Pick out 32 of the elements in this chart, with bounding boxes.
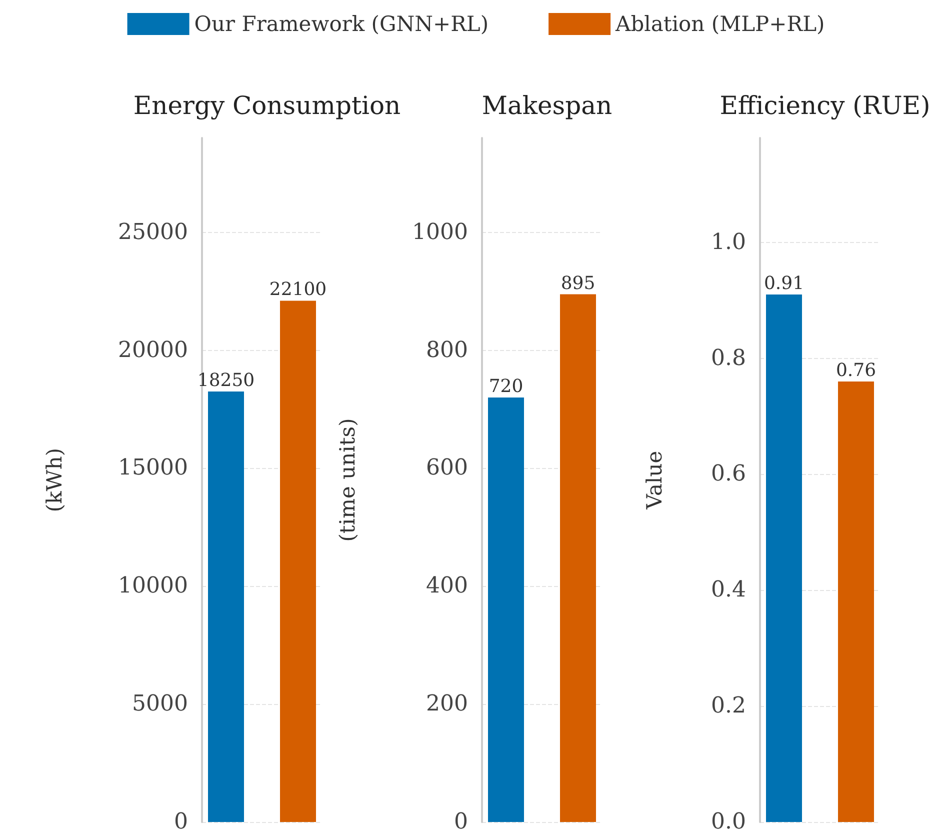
data-label: 895 [560,272,596,294]
y-tick-label: 0 [454,810,468,834]
y-tick-label: 0.2 [711,694,746,719]
y-tick-label: 800 [426,338,468,363]
y-tick-label: 5000 [132,692,188,717]
y-tick-label: 10000 [118,574,188,599]
data-label: 0.76 [836,360,876,381]
y-axis-title: Value [642,450,666,510]
chart-title: Energy Consumption [133,91,401,120]
y-tick-label: 25000 [118,220,188,245]
data-label: 0.91 [764,273,804,294]
y-axis-title: (time units) [336,418,360,542]
y-tick-label: 200 [426,692,468,717]
y-tick-label: 20000 [118,338,188,363]
chart-title: Makespan [482,91,612,120]
y-tick-label: 0 [174,810,188,834]
legend-label: Our Framework (GNN+RL) [194,12,489,36]
y-tick-label: 0.6 [711,462,746,487]
y-tick-label: 600 [426,456,468,481]
data-label: 22100 [269,279,327,300]
legend-label: Ablation (MLP+RL) [614,12,825,36]
y-tick-label: 0.4 [711,578,746,603]
y-axis-title: (kWh) [42,448,66,512]
y-tick-label: 0.8 [711,346,746,371]
data-label: 18250 [197,370,255,392]
y-tick-label: 15000 [118,456,188,481]
y-tick-label: 400 [426,574,468,599]
chart-title: Efficiency (RUE) [720,91,930,120]
y-tick-label: 1.0 [711,230,746,255]
y-tick-label: 1000 [412,220,468,245]
data-label: 720 [488,376,524,397]
y-tick-label: 0.0 [711,810,746,834]
